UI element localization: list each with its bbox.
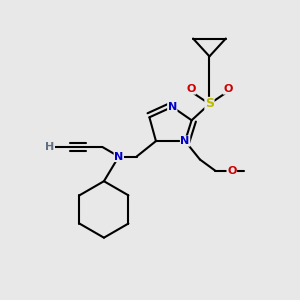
- Text: H: H: [45, 142, 55, 152]
- Text: N: N: [114, 152, 123, 161]
- Text: O: O: [223, 84, 232, 94]
- Text: N: N: [180, 136, 190, 146]
- Text: O: O: [186, 84, 196, 94]
- Text: S: S: [205, 98, 214, 110]
- Text: N: N: [168, 102, 177, 112]
- Text: O: O: [227, 166, 236, 176]
